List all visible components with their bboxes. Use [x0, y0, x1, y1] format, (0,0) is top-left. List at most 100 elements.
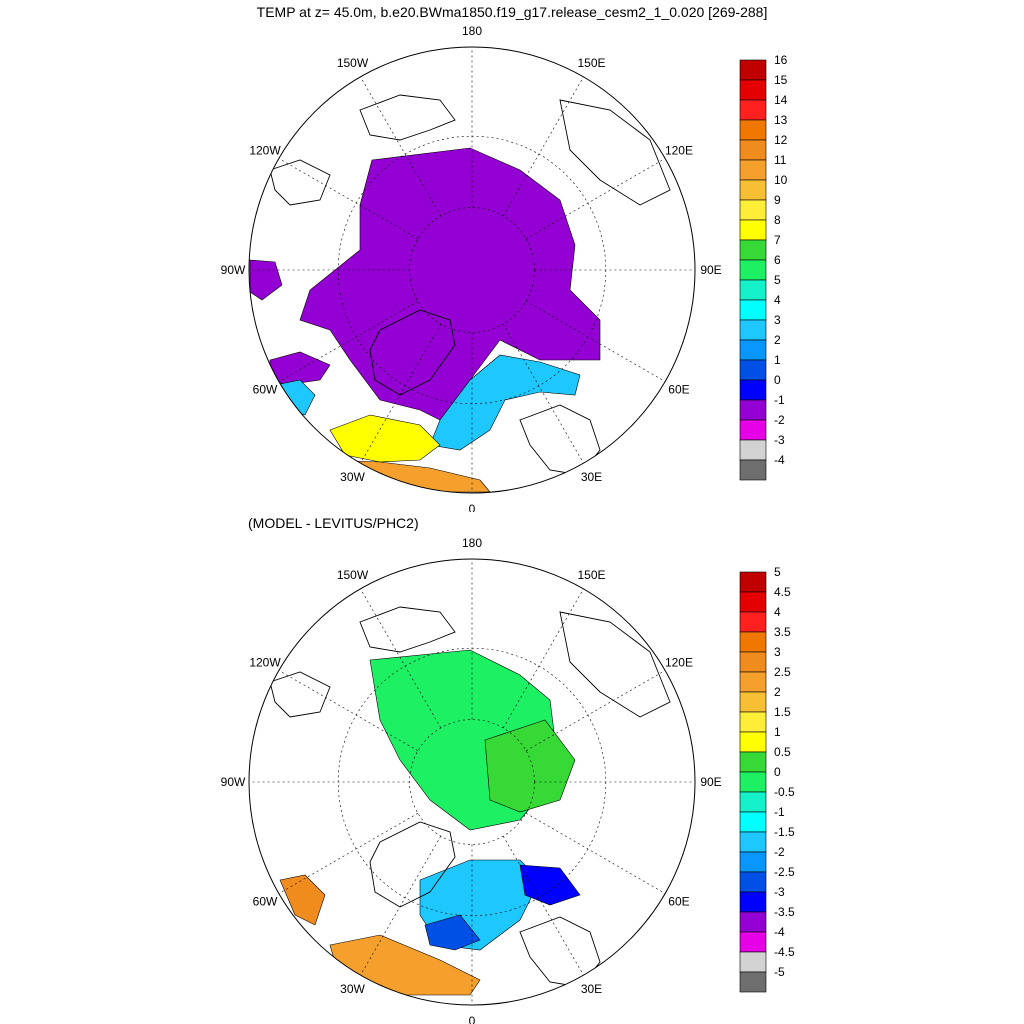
colorbar-swatch: [739, 179, 767, 201]
colorbar-tick-label: -1.5: [774, 825, 795, 839]
longitude-label: 90W: [221, 263, 246, 277]
colorbar-swatch: [739, 851, 767, 873]
region-beaufort-canadian-margin: [249, 259, 283, 301]
colorbar-tick-label: 7: [774, 233, 781, 247]
longitude-label: 150E: [577, 568, 605, 582]
region-norwegian-sea: [329, 414, 441, 463]
longitude-label: 90E: [700, 775, 721, 789]
colorbar-tick-label: -1: [774, 393, 785, 407]
colorbar-tick-label: -3.5: [774, 905, 795, 919]
colorbar-swatch: [739, 591, 767, 613]
colorbar-swatch: [739, 711, 767, 733]
colorbar-tick-label: -3: [774, 885, 785, 899]
map-field: [279, 649, 581, 996]
colorbar-tick-label: 3: [774, 645, 781, 659]
colorbar-swatch: [739, 339, 767, 361]
colorbar-swatch: [739, 219, 767, 241]
colorbar-tick-label: -2.5: [774, 865, 795, 879]
longitude-label: 120W: [249, 144, 281, 158]
colorbar-swatch: [739, 159, 767, 181]
meridian-line: [278, 670, 419, 752]
coastline: [359, 94, 456, 141]
colorbar: 5 4.5 4 3.5 3 2.5 2 1.5 1 0.5 0 -0.5 -1 -1.5 -2 -2.5 -3 -…: [739, 565, 795, 993]
colorbar-tick-label: 0: [774, 765, 781, 779]
meridian-line: [278, 158, 419, 240]
longitude-label: 120E: [665, 656, 693, 670]
colorbar-swatch: [739, 419, 767, 441]
region-kara-sea: [519, 864, 581, 906]
longitude-label: 60E: [668, 383, 689, 397]
colorbar-swatch: [739, 299, 767, 321]
longitude-labels: 180 150E 120E 90E 60E 30E 0 30W 60W 90W 120W 150W: [221, 536, 722, 1024]
longitude-label: 90W: [221, 775, 246, 789]
colorbar-tick-label: -1: [774, 805, 785, 819]
longitude-label: 120E: [665, 144, 693, 158]
colorbar-swatch: [739, 279, 767, 301]
colorbar-tick-label: -3: [774, 433, 785, 447]
colorbar-swatch: [739, 651, 767, 673]
colorbar-swatch: [739, 811, 767, 833]
colorbar-tick-label: 3: [774, 313, 781, 327]
colorbar-swatch: [739, 731, 767, 753]
longitude-label: 30E: [581, 470, 602, 484]
colorbar-tick-label: 2: [774, 333, 781, 347]
colorbar-swatch: [739, 911, 767, 933]
colorbar-swatch: [739, 379, 767, 401]
meridian-line: [278, 812, 419, 894]
difference-subtitle: (MODEL - LEVITUS/PHC2): [248, 515, 419, 531]
latitude-circle: [409, 719, 535, 845]
meridian-line: [502, 835, 584, 976]
longitude-label: 90E: [700, 263, 721, 277]
meridian-line: [525, 300, 666, 382]
map-boundary: [248, 558, 696, 1006]
map-boundary: [248, 46, 696, 494]
colorbar-swatch: [739, 439, 767, 461]
colorbar-swatch: [739, 691, 767, 713]
difference-map-panel: 180 150E 120E 90E 60E 30E 0 30W 60W 90W 120W 150W 5 4…: [0, 512, 1024, 1024]
colorbar-swatch: [739, 199, 767, 221]
colorbar-swatch: [739, 611, 767, 633]
region-labrador-sea: [279, 874, 326, 926]
colorbar-tick-label: 11: [774, 153, 787, 167]
coastline: [559, 611, 671, 718]
region-norwegian-sea: [424, 914, 481, 951]
colorbar-tick-label: -4.5: [774, 945, 795, 959]
coastline: [269, 671, 331, 718]
longitude-label: 60W: [253, 383, 278, 397]
meridian-line: [525, 670, 666, 752]
colorbar-swatch: [739, 931, 767, 953]
longitude-label: 60W: [253, 895, 278, 909]
colorbar-swatch: [739, 459, 767, 481]
coastline: [519, 404, 601, 476]
coastline: [369, 821, 456, 908]
colorbar-swatch: [739, 399, 767, 421]
colorbar-swatch: [739, 831, 767, 853]
latitude-circle: [337, 135, 607, 405]
colorbar-tick-label: 8: [774, 213, 781, 227]
colorbar-tick-label: 12: [774, 133, 788, 147]
colorbar-swatch: [739, 771, 767, 793]
meridian-line: [502, 76, 584, 217]
colorbar-swatch: [739, 79, 767, 101]
colorbar-tick-label: 1.5: [774, 705, 791, 719]
colorbar-tick-label: 9: [774, 193, 781, 207]
longitude-label: 30E: [581, 982, 602, 996]
colorbar-tick-label: 6: [774, 253, 781, 267]
latitude-circle: [337, 647, 607, 917]
colorbar-tick-label: 2.5: [774, 665, 791, 679]
longitude-labels: 180 150E 120E 90E 60E 30E 0 30W 60W 90W 120W 150W: [221, 24, 722, 512]
colorbar-tick-label: 0: [774, 373, 781, 387]
longitude-label: 150W: [337, 56, 369, 70]
colorbar-swatch: [739, 239, 767, 261]
colorbar-tick-label: 4: [774, 605, 781, 619]
colorbar-swatch: [739, 359, 767, 381]
colorbar-tick-label: 16: [774, 53, 788, 67]
longitude-label: 30W: [340, 982, 365, 996]
colorbar-swatch: [739, 59, 767, 81]
coastline: [369, 309, 456, 396]
colorbar-swatch: [739, 319, 767, 341]
coastline: [269, 159, 331, 206]
colorbar-tick-label: 4: [774, 293, 781, 307]
coastline: [559, 99, 671, 206]
